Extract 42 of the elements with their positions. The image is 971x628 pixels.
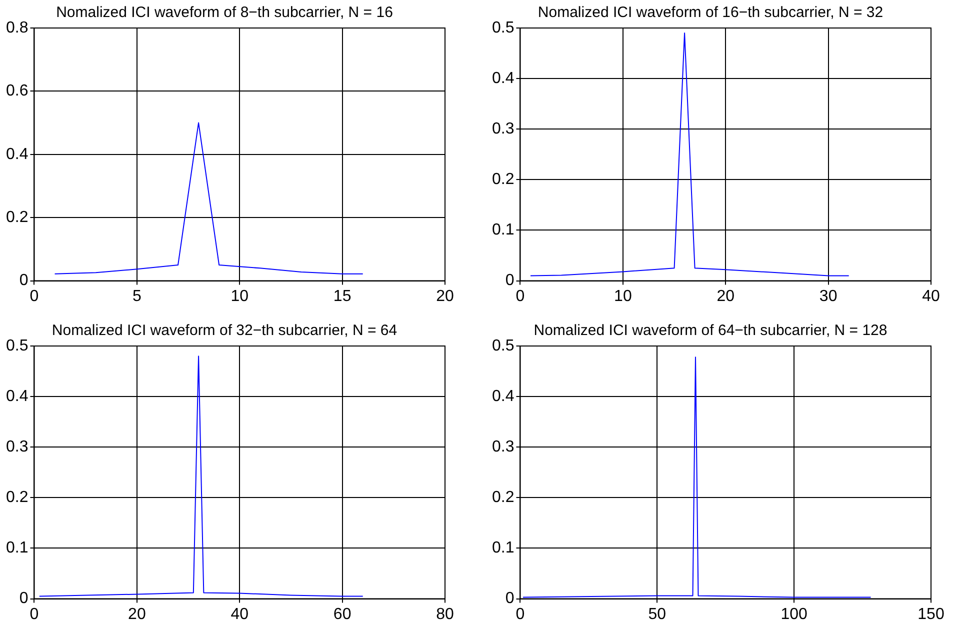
x-tick-label: 20 — [128, 606, 146, 623]
chart-title: Nomalized ICI waveform of 64−th subcarrier, N = 128 — [534, 322, 888, 340]
x-tick-label: 10 — [614, 288, 632, 305]
y-tick-label: 0.2 — [492, 171, 514, 188]
chart-title: Nomalized ICI waveform of 8−th subcarrier, N = 16 — [56, 4, 393, 22]
y-tick-label: 0.2 — [492, 489, 514, 506]
y-tick-label: 0.2 — [6, 209, 28, 226]
x-tick-label: 50 — [648, 606, 666, 623]
y-tick-label: 0.8 — [6, 19, 28, 36]
y-tick-label: 0.3 — [6, 438, 28, 456]
y-tick-label: 0.6 — [6, 82, 28, 100]
y-tick-label: 0.5 — [492, 19, 514, 36]
chart-title: Nomalized ICI waveform of 32−th subcarrier, N = 64 — [52, 322, 398, 340]
chart-title: Nomalized ICI waveform of 16−th subcarrier, N = 32 — [538, 4, 884, 22]
x-tick-label: 20 — [436, 288, 454, 305]
y-tick-label: 0.4 — [492, 70, 514, 87]
y-tick-label: 0 — [19, 590, 28, 608]
y-tick-label: 0.4 — [6, 388, 28, 405]
y-tick-label: 0.5 — [6, 337, 28, 354]
y-tick-label: 0 — [19, 272, 28, 290]
y-tick-label: 0.4 — [6, 146, 28, 163]
x-tick-label: 40 — [230, 606, 249, 623]
y-tick-label: 0.4 — [492, 388, 514, 405]
x-tick-label: 20 — [716, 288, 735, 305]
y-tick-label: 0.1 — [6, 540, 28, 557]
y-tick-label: 0 — [505, 590, 514, 608]
x-tick-label: 10 — [230, 288, 249, 305]
y-tick-label: 0.3 — [492, 120, 514, 138]
y-tick-label: 0.3 — [492, 438, 514, 456]
x-tick-label: 60 — [333, 606, 352, 623]
y-tick-label: 0.1 — [492, 222, 514, 239]
x-tick-label: 15 — [333, 288, 352, 305]
x-tick-label: 5 — [132, 288, 142, 305]
y-tick-label: 0.5 — [492, 337, 514, 354]
y-tick-label: 0.1 — [492, 540, 514, 557]
x-tick-label: 40 — [922, 288, 940, 305]
x-tick-label: 150 — [918, 606, 944, 623]
x-tick-label: 80 — [436, 606, 454, 623]
x-tick-label: 100 — [780, 606, 808, 623]
y-tick-label: 0 — [505, 272, 514, 290]
x-tick-label: 30 — [819, 288, 838, 305]
y-tick-label: 0.2 — [6, 489, 28, 506]
